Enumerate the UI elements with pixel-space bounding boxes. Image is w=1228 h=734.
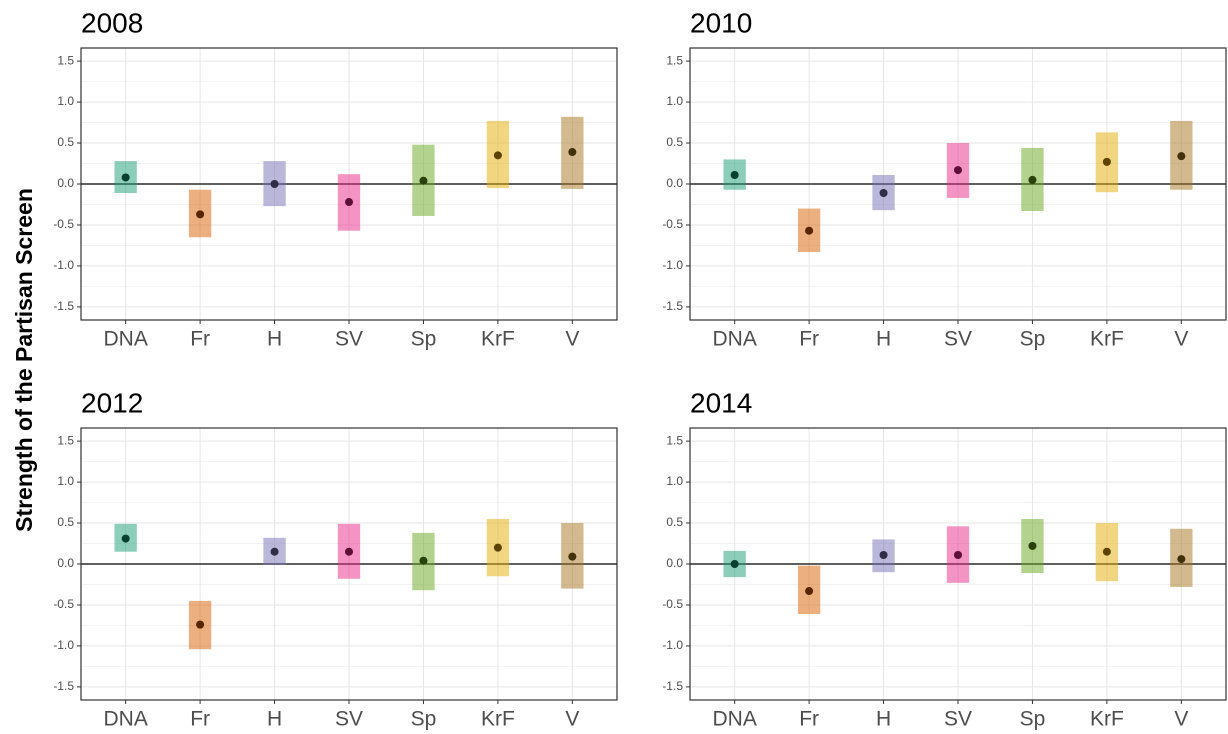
panel: 2008 -1.5 -1.0 -0.5 0.0 0.5 1.0 1.5 DNA Fr H SV Sp Kr… xyxy=(53,7,618,351)
y-tick-label: 1.5 xyxy=(57,53,74,67)
x-tick-label: DNA xyxy=(712,708,756,731)
y-tick-label: -0.5 xyxy=(53,217,74,231)
x-tick-label: SV xyxy=(944,328,972,351)
x-tick-label: SV xyxy=(335,708,363,731)
x-tick-label: V xyxy=(565,328,579,351)
panel: 2014 -1.5 -1.0 -0.5 0.0 0.5 1.0 1.5 DNA Fr H SV Sp Kr… xyxy=(662,387,1227,731)
point-estimate-shade xyxy=(805,587,814,596)
point-estimate-shade xyxy=(568,148,577,157)
y-tick-label: 1.5 xyxy=(666,53,683,67)
point-estimate-shade xyxy=(493,543,502,552)
x-tick-label: Fr xyxy=(190,328,210,351)
y-tick-label: -0.5 xyxy=(662,217,683,231)
plot-border xyxy=(689,427,1227,701)
point-estimate-shade xyxy=(805,226,814,235)
point-estimate-shade xyxy=(730,170,739,179)
x-tick-label: Fr xyxy=(799,328,819,351)
plot-border xyxy=(80,47,618,321)
panel-title: 2008 xyxy=(81,7,143,38)
y-tick-label: -1.0 xyxy=(662,258,683,272)
x-tick-label: DNA xyxy=(103,708,147,731)
point-estimate-shade xyxy=(879,550,888,559)
point-estimate-shade xyxy=(1102,157,1111,166)
y-tick-label: -1.0 xyxy=(53,638,74,652)
y-tick-label: 0.0 xyxy=(57,556,74,570)
y-tick-label: -1.5 xyxy=(662,299,683,313)
x-tick-label: H xyxy=(876,328,891,351)
y-tick-label: 0.0 xyxy=(666,556,683,570)
y-tick-label: -1.0 xyxy=(53,258,74,272)
y-tick-label: 1.5 xyxy=(666,433,683,447)
point-estimate-shade xyxy=(730,560,739,568)
x-tick-label: Sp xyxy=(1020,328,1046,351)
point-estimate-shade xyxy=(1177,555,1186,564)
y-tick-label: 0.5 xyxy=(57,135,74,149)
y-tick-label: 0.0 xyxy=(666,176,683,190)
panel-title: 2014 xyxy=(690,387,752,418)
x-tick-label: H xyxy=(876,708,891,731)
x-tick-label: V xyxy=(565,708,579,731)
y-tick-label: 0.5 xyxy=(666,135,683,149)
y-tick-label: -1.5 xyxy=(662,679,683,693)
y-tick-label: -1.5 xyxy=(53,299,74,313)
x-tick-label: KrF xyxy=(1090,328,1124,351)
x-tick-label: H xyxy=(267,328,282,351)
point-estimate-shade xyxy=(568,552,577,561)
point-estimate-shade xyxy=(121,173,130,182)
point-estimate-shade xyxy=(1177,152,1186,161)
y-tick-label: -1.5 xyxy=(53,679,74,693)
plot-border xyxy=(689,47,1227,321)
x-tick-label: SV xyxy=(944,708,972,731)
y-tick-label: -0.5 xyxy=(53,597,74,611)
y-tick-label: 1.0 xyxy=(57,94,74,108)
x-tick-label: KrF xyxy=(1090,708,1124,731)
x-tick-label: SV xyxy=(335,328,363,351)
point-estimate-shade xyxy=(419,176,428,185)
point-estimate-shade xyxy=(1028,541,1037,550)
y-tick-label: -0.5 xyxy=(662,597,683,611)
y-tick-label: -1.0 xyxy=(662,638,683,652)
point-estimate-shade xyxy=(196,210,205,219)
panel: 2012 -1.5 -1.0 -0.5 0.0 0.5 1.0 1.5 DNA Fr H SV Sp Kr… xyxy=(53,387,618,731)
x-tick-label: Sp xyxy=(411,708,437,731)
y-tick-label: 0.5 xyxy=(57,515,74,529)
x-tick-label: Fr xyxy=(799,708,819,731)
x-tick-label: KrF xyxy=(481,708,515,731)
x-tick-label: DNA xyxy=(712,328,756,351)
point-estimate-shade xyxy=(345,547,353,556)
x-tick-label: H xyxy=(267,708,282,731)
y-tick-label: 1.0 xyxy=(666,474,683,488)
x-tick-label: Fr xyxy=(190,708,210,731)
y-tick-label: 0.0 xyxy=(57,176,74,190)
x-tick-label: V xyxy=(1174,328,1188,351)
point-estimate-shade xyxy=(270,180,279,188)
plot-border xyxy=(80,427,618,701)
x-tick-label: KrF xyxy=(481,328,515,351)
y-tick-label: 1.5 xyxy=(57,433,74,447)
y-axis-label: Strength of the Partisan Screen xyxy=(11,188,37,532)
x-tick-label: V xyxy=(1174,708,1188,731)
panel-title: 2012 xyxy=(81,387,143,418)
x-tick-label: Sp xyxy=(411,328,437,351)
panel: 2010 -1.5 -1.0 -0.5 0.0 0.5 1.0 1.5 DNA Fr H SV Sp Kr… xyxy=(662,7,1227,351)
point-estimate-shade xyxy=(1102,547,1111,556)
point-estimate-shade xyxy=(270,547,279,556)
point-estimate-shade xyxy=(493,151,502,160)
point-estimate-shade xyxy=(1028,175,1037,184)
point-estimate-shade xyxy=(196,620,205,629)
point-estimate-shade xyxy=(954,550,962,559)
y-tick-label: 0.5 xyxy=(666,515,683,529)
point-estimate-shade xyxy=(954,166,962,175)
y-tick-label: 1.0 xyxy=(57,474,74,488)
y-tick-label: 1.0 xyxy=(666,94,683,108)
panel-title: 2010 xyxy=(690,7,752,38)
point-estimate-shade xyxy=(345,198,353,207)
point-estimate-shade xyxy=(419,556,428,565)
point-estimate-shade xyxy=(121,534,130,543)
x-tick-label: Sp xyxy=(1020,708,1046,731)
point-estimate-shade xyxy=(879,189,888,198)
x-tick-label: DNA xyxy=(103,328,147,351)
